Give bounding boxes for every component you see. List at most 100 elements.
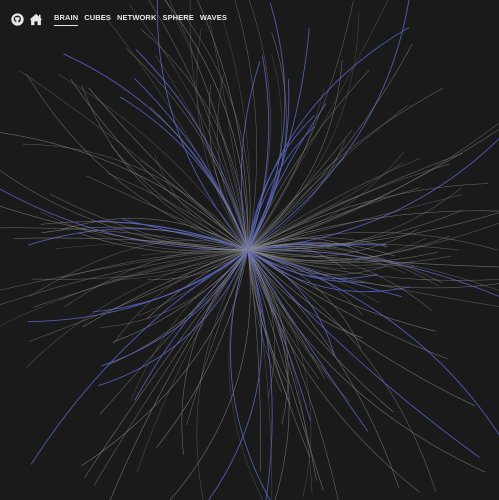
- brain-line: [217, 74, 249, 251]
- brain-line: [247, 153, 463, 251]
- brain-line: [181, 249, 249, 455]
- brain-line: [33, 249, 249, 308]
- brain-line: [197, 0, 249, 251]
- brain-line: [247, 249, 436, 492]
- brain-line: [247, 212, 499, 251]
- brain-line: [100, 249, 249, 367]
- brain-line: [107, 173, 249, 251]
- brain-line: [140, 28, 249, 251]
- brain-line: [247, 187, 462, 252]
- brain-line: [247, 249, 400, 488]
- brain-line: [196, 27, 249, 251]
- brain-line: [247, 249, 499, 281]
- brain-line: [247, 55, 270, 251]
- brain-line: [126, 48, 249, 251]
- brain-line: [247, 249, 275, 398]
- nav-link-network[interactable]: NETWORK: [117, 13, 157, 22]
- brain-line: [130, 249, 249, 402]
- brain-line: [0, 249, 249, 291]
- home-icon[interactable]: [29, 12, 43, 26]
- brain-line: [136, 249, 249, 473]
- brain-line: [247, 249, 331, 378]
- brain-line: [169, 249, 251, 500]
- brain-line: [13, 237, 249, 251]
- brain-line: [29, 249, 249, 342]
- brain-line: [134, 77, 249, 251]
- brain-line: [84, 249, 249, 478]
- brain-line: [247, 249, 411, 293]
- nav-link-waves[interactable]: WAVES: [199, 13, 227, 22]
- brain-line: [247, 0, 410, 251]
- brain-line: [247, 249, 499, 289]
- brain-line: [20, 70, 249, 251]
- brain-line: [147, 249, 249, 280]
- brain-line: [184, 15, 251, 251]
- brain-line: [247, 232, 498, 251]
- brain-line: [247, 249, 499, 307]
- brain-line: [40, 211, 249, 252]
- brain-line: [32, 249, 249, 280]
- github-icon[interactable]: [10, 12, 24, 26]
- brain-line: [134, 249, 249, 401]
- brain-line: [112, 249, 249, 281]
- brain-line: [247, 187, 420, 251]
- brain-line: [59, 218, 249, 251]
- brain-line: [30, 249, 249, 465]
- brain-line: [86, 175, 249, 251]
- brain-line: [247, 103, 327, 251]
- brain-line: [247, 249, 282, 393]
- brain-line: [196, 249, 249, 500]
- brain-line: [247, 249, 369, 432]
- brain-line: [0, 249, 249, 306]
- brain-line: [247, 249, 475, 406]
- brain-line: [0, 132, 249, 251]
- brain-line: [247, 249, 452, 266]
- brain-line: [247, 138, 499, 251]
- brain-line: [230, 249, 271, 500]
- brain-line: [247, 10, 360, 251]
- brain-line: [247, 249, 313, 494]
- brain-line: [59, 249, 249, 301]
- brain-line: [247, 69, 370, 251]
- brain-line: [110, 145, 249, 251]
- brain-line: [208, 84, 249, 251]
- brain-line: [247, 249, 387, 276]
- brain-line: [247, 0, 354, 251]
- brain-line: [28, 228, 249, 251]
- brain-line: [247, 249, 312, 497]
- brain-line: [104, 16, 249, 251]
- brain-line: [247, 128, 499, 251]
- brain-line: [247, 249, 394, 413]
- brain-line: [247, 249, 362, 349]
- brain-line: [228, 249, 264, 500]
- brain-line: [247, 249, 287, 382]
- brain-line: [247, 129, 353, 251]
- brain-line: [99, 249, 249, 328]
- nav-link-brain[interactable]: BRAIN: [54, 13, 79, 26]
- brain-line: [29, 239, 249, 297]
- brain-line: [247, 249, 273, 500]
- brain-line: [208, 15, 249, 251]
- brain-line: [22, 143, 249, 251]
- nav-link-cubes[interactable]: CUBES: [84, 13, 112, 22]
- brain-line: [49, 193, 249, 251]
- brain-line: [247, 210, 499, 251]
- brain-line: [164, 0, 249, 251]
- brain-line: [247, 249, 310, 457]
- brain-line: [81, 249, 249, 467]
- brain-line: [208, 249, 263, 500]
- brain-line: [63, 53, 249, 251]
- brain-line: [77, 232, 249, 254]
- brain-line: [247, 249, 436, 332]
- brain-line: [122, 219, 249, 251]
- brain-line: [247, 126, 315, 251]
- brain-line: [247, 249, 311, 422]
- brain-line: [154, 154, 249, 251]
- nav-link-sphere[interactable]: SPHERE: [162, 13, 194, 22]
- brain-line: [60, 249, 249, 279]
- brain-line: [247, 249, 448, 360]
- brain-line: [247, 162, 404, 251]
- brain-line: [165, 0, 249, 251]
- brain-line: [247, 249, 317, 481]
